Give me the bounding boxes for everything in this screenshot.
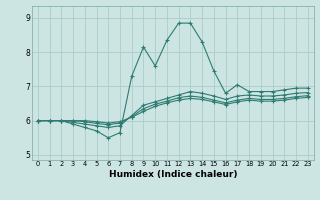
X-axis label: Humidex (Indice chaleur): Humidex (Indice chaleur) xyxy=(108,170,237,179)
